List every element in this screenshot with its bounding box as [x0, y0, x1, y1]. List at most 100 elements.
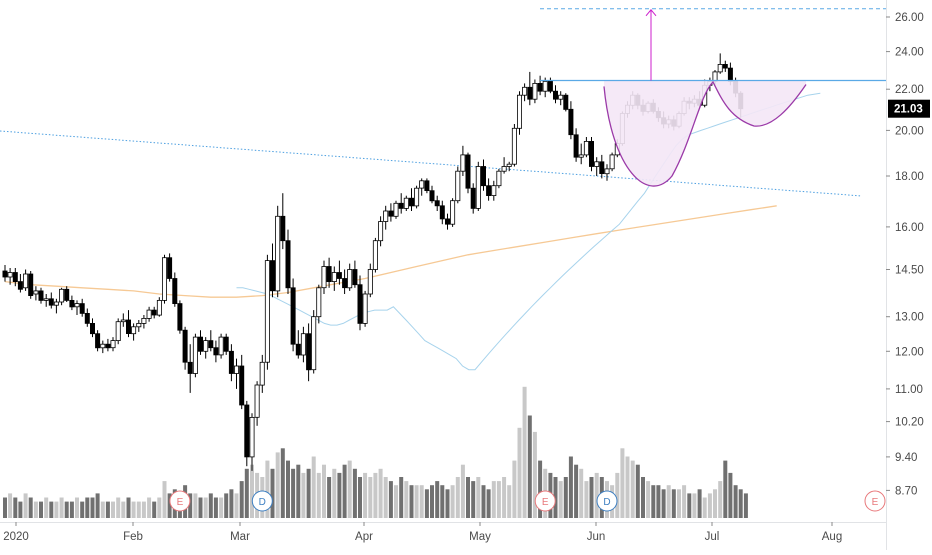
candle[interactable]: [187, 344, 193, 393]
candle[interactable]: [429, 185, 435, 204]
candle[interactable]: [326, 257, 332, 288]
candle[interactable]: [167, 253, 173, 282]
candle[interactable]: [192, 333, 198, 378]
candle[interactable]: [553, 85, 559, 104]
candle[interactable]: [517, 91, 523, 135]
candle[interactable]: [33, 286, 39, 301]
candle[interactable]: [496, 168, 502, 189]
candle[interactable]: [259, 354, 265, 393]
candle[interactable]: [342, 269, 348, 295]
candle[interactable]: [362, 290, 368, 327]
candle[interactable]: [506, 161, 512, 172]
candle[interactable]: [7, 268, 13, 285]
candle[interactable]: [465, 152, 471, 194]
candle[interactable]: [589, 137, 595, 172]
candle[interactable]: [48, 292, 54, 309]
candle[interactable]: [378, 216, 384, 247]
candle[interactable]: [136, 320, 142, 332]
candle[interactable]: [115, 318, 121, 345]
candle[interactable]: [208, 330, 214, 352]
candle[interactable]: [59, 287, 65, 306]
dividend-event-badge[interactable]: D: [251, 490, 273, 512]
candle[interactable]: [419, 178, 425, 196]
candle[interactable]: [439, 200, 445, 225]
candle[interactable]: [228, 344, 234, 382]
earnings-event-badge[interactable]: E: [169, 490, 191, 512]
cup-handle-pattern[interactable]: [603, 80, 807, 187]
candle[interactable]: [12, 268, 18, 287]
candle[interactable]: [511, 124, 517, 167]
candle[interactable]: [100, 340, 106, 354]
support-trendline[interactable]: [0, 130, 863, 197]
candle[interactable]: [321, 260, 327, 294]
candle[interactable]: [156, 297, 162, 317]
candle[interactable]: [558, 91, 564, 106]
candle[interactable]: [213, 340, 219, 363]
candle[interactable]: [599, 154, 605, 179]
candle[interactable]: [126, 310, 132, 338]
candle[interactable]: [306, 323, 312, 382]
candle[interactable]: [717, 53, 723, 74]
candle[interactable]: [244, 400, 250, 467]
candle[interactable]: [491, 180, 497, 201]
candle[interactable]: [275, 205, 281, 298]
earnings-event-badge[interactable]: E: [534, 490, 556, 512]
candle[interactable]: [347, 263, 353, 291]
candle[interactable]: [141, 315, 147, 329]
candle[interactable]: [414, 185, 420, 209]
candle[interactable]: [408, 188, 414, 211]
candle[interactable]: [74, 300, 80, 315]
candle[interactable]: [280, 193, 286, 250]
candle[interactable]: [501, 157, 507, 174]
candle[interactable]: [336, 260, 342, 285]
candle[interactable]: [249, 413, 255, 471]
candle[interactable]: [460, 145, 466, 176]
candle[interactable]: [311, 310, 317, 374]
candle[interactable]: [254, 381, 260, 426]
candle[interactable]: [537, 75, 543, 96]
candle[interactable]: [2, 265, 8, 282]
candle[interactable]: [450, 198, 456, 227]
candle[interactable]: [110, 337, 116, 352]
candle[interactable]: [172, 272, 178, 307]
candle[interactable]: [393, 200, 399, 219]
earnings-event-badge[interactable]: E: [864, 490, 886, 512]
candle[interactable]: [264, 254, 270, 370]
candle[interactable]: [17, 274, 23, 293]
candle[interactable]: [161, 254, 167, 304]
candle[interactable]: [398, 193, 404, 214]
candle[interactable]: [367, 263, 373, 298]
candle[interactable]: [357, 275, 363, 331]
candle[interactable]: [197, 330, 203, 355]
candle[interactable]: [444, 213, 450, 230]
candle[interactable]: [177, 300, 183, 334]
candle[interactable]: [609, 152, 615, 172]
candle[interactable]: [470, 183, 476, 214]
candle[interactable]: [527, 71, 533, 106]
dividend-event-badge[interactable]: D: [596, 490, 618, 512]
candle[interactable]: [146, 306, 152, 322]
candle[interactable]: [594, 157, 600, 176]
candle[interactable]: [79, 298, 85, 317]
candle[interactable]: [563, 93, 569, 112]
candle[interactable]: [573, 128, 579, 162]
candle[interactable]: [131, 323, 137, 341]
candle[interactable]: [151, 306, 157, 319]
candle[interactable]: [23, 269, 29, 291]
candle[interactable]: [604, 164, 610, 181]
candle[interactable]: [203, 337, 209, 359]
candle[interactable]: [522, 83, 528, 102]
candle[interactable]: [403, 195, 409, 211]
candle[interactable]: [223, 333, 229, 355]
candle[interactable]: [316, 284, 322, 324]
candle[interactable]: [105, 338, 111, 352]
candle[interactable]: [239, 354, 245, 410]
candle[interactable]: [486, 178, 492, 201]
candle[interactable]: [218, 333, 224, 359]
candle[interactable]: [388, 203, 394, 222]
candle[interactable]: [53, 298, 59, 314]
candle[interactable]: [532, 79, 538, 104]
